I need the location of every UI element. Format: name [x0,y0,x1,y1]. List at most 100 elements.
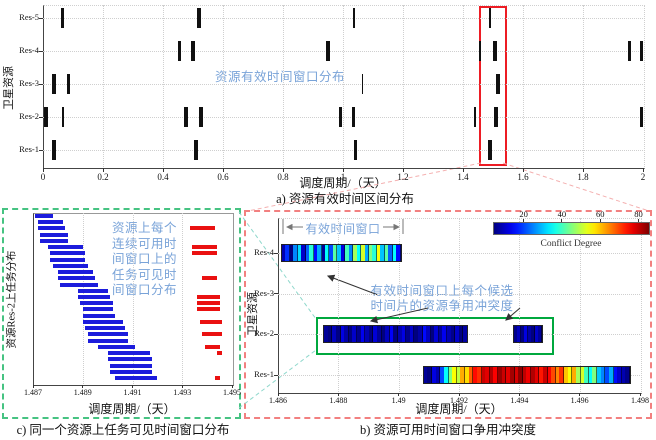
projection-line-pink [502,162,650,212]
interval-mark [492,41,497,61]
conflict-segment [476,367,482,384]
gridline-v [579,218,581,392]
conflict-segment [531,326,536,343]
category-label: Res-3 [254,287,274,298]
conflict-segment [414,326,418,343]
axis-tick [39,149,43,151]
axis-tick-label: 1.498 [631,396,649,405]
axis-tick-label: 2 [640,172,646,182]
axis-tick-label: 1.49 [391,396,406,405]
conflict-segment [297,245,302,261]
task-window-bar-blue [37,220,63,225]
conflict-segment [384,245,389,261]
interval-mark [628,41,631,61]
conflict-segment [340,245,346,261]
conflict-segment [592,367,598,384]
axis-tick [162,168,164,172]
task-window-bar-blue [87,338,128,343]
category-label: Res-4 [254,247,274,257]
task-window-bar-blue [77,288,108,293]
conflict-segment [572,367,576,384]
axis-tick [579,393,581,396]
interval-mark [61,8,64,28]
gridline-v [163,5,164,167]
gridline-v [338,218,340,392]
task-window-bar-blue [97,344,135,349]
axis-tick [132,385,133,388]
conflict-segment [531,367,535,384]
conflict-segment [517,326,522,343]
interval-mark [640,41,643,61]
category-label: Res-5 [19,12,39,22]
axis-tick-label: 1.493 [173,388,192,397]
task-window-bar-blue [50,251,86,256]
conflict-segment [514,367,519,384]
gridline-v [283,5,284,167]
conflict-segment [524,326,529,343]
conflict-segment [514,326,518,343]
gridline-h [278,253,640,254]
interval-mark [67,74,70,94]
task-window-bar-blue [40,232,68,237]
interval-mark [183,107,188,127]
conflict-segment [340,326,345,343]
conflict-segment [481,367,486,384]
axis-tick-label: 1.494 [510,396,529,405]
gridline-v [583,5,584,167]
interval-mark [326,41,330,61]
highlight-rect [479,6,507,166]
conflict-segment [393,326,398,343]
task-window-bar-blue [52,263,88,268]
conflict-bar [513,325,544,344]
conflict-segment [564,367,568,384]
conflict-segment [542,367,548,384]
plot-b-caption: b) 资源可用时间窗口争用冲突度 [359,423,537,437]
colorbar-tick [638,219,639,222]
conflict-segment [423,367,428,384]
interval-mark [488,140,492,160]
conflict-segment [506,367,510,384]
conflict-segment [356,245,362,261]
interval-mark [194,140,198,160]
axis-tick [277,393,279,396]
colorbar-tick-label: 80 [634,209,643,219]
gridline-h [43,117,643,118]
axis-tick [282,168,284,172]
interval-mark [61,107,64,127]
axis-tick-label: 1.488 [329,396,348,405]
conflict-segment [397,326,402,343]
gridline-v [519,218,521,392]
interval-mark [353,140,357,160]
interval-mark [178,41,181,61]
plot-a-frame [43,5,645,169]
conflict-segment [348,326,353,343]
interval-mark [51,74,56,94]
axis-tick [39,83,43,85]
conflict-segment [448,367,453,384]
colorbar-label: Conflict Degree [540,239,602,249]
axis-tick-label: 1 [340,172,346,182]
plot-c-ylabel: 资源Res-2上任务分布 [6,250,18,349]
conflict-segment [353,245,357,261]
conflict-segment [580,367,585,384]
axis-tick [642,168,644,172]
task-window-bar-blue [50,257,86,262]
axis-tick-label: 1.492 [450,396,468,405]
conflict-segment [442,326,448,343]
conflict-segment [368,245,373,261]
conflict-segment [575,367,581,384]
axis-tick [398,393,400,396]
conflict-segment [293,245,298,261]
conflict-segment [450,326,456,343]
conflict-segment [373,326,377,343]
gridline-v [398,218,400,392]
conflict-segment [456,367,461,384]
plot-c-annotation-line: 资源上每个 [112,221,178,235]
conflict-highlight-box [316,317,554,355]
interval-mark [352,8,355,28]
conflict-segment [443,367,449,384]
conflict-segment [526,367,532,384]
gridline-h [278,293,640,295]
conflict-segment [465,367,469,384]
effective-window-label: 有效时间窗口 [305,222,381,236]
